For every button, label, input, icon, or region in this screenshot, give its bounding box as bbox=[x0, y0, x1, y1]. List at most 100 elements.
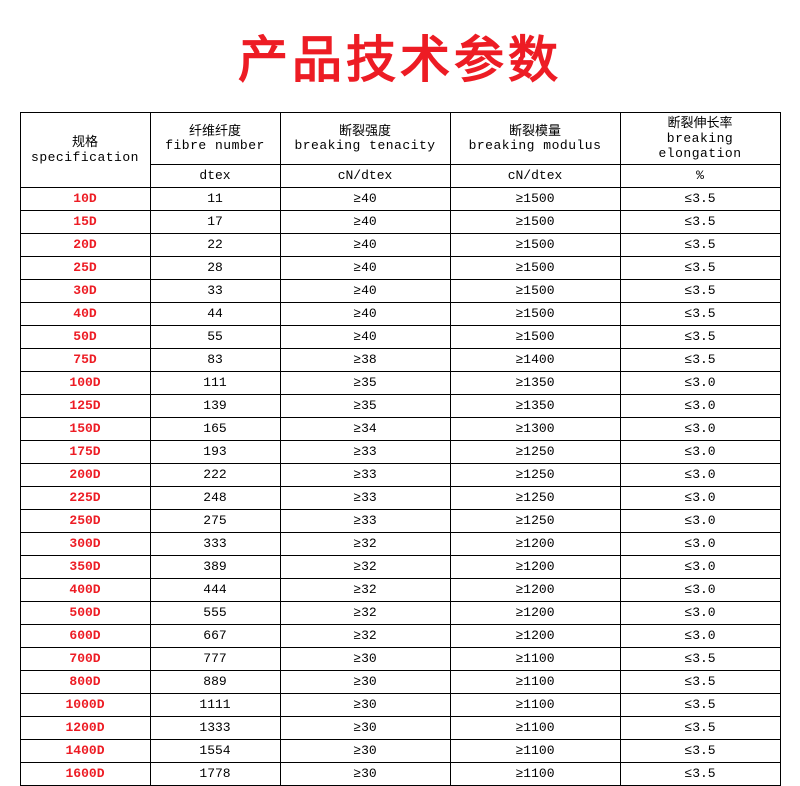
cell-spec: 1600D bbox=[20, 762, 150, 785]
cell-dtex: 139 bbox=[150, 394, 280, 417]
unit-cndtex2: cN/dtex bbox=[450, 164, 620, 187]
table-row: 300D333≥32≥1200≤3.0 bbox=[20, 532, 780, 555]
cell-modulus: ≥1500 bbox=[450, 233, 620, 256]
cell-elong: ≤3.0 bbox=[620, 624, 780, 647]
col5-cn: 断裂伸长率 bbox=[625, 115, 776, 131]
cell-spec: 150D bbox=[20, 417, 150, 440]
cell-elong: ≤3.0 bbox=[620, 601, 780, 624]
cell-tenacity: ≥30 bbox=[280, 739, 450, 762]
cell-modulus: ≥1500 bbox=[450, 279, 620, 302]
cell-dtex: 1333 bbox=[150, 716, 280, 739]
cell-elong: ≤3.5 bbox=[620, 693, 780, 716]
cell-spec: 1000D bbox=[20, 693, 150, 716]
col4-en: breaking modulus bbox=[455, 138, 616, 154]
cell-elong: ≤3.0 bbox=[620, 463, 780, 486]
cell-modulus: ≥1250 bbox=[450, 509, 620, 532]
table-row: 800D889≥30≥1100≤3.5 bbox=[20, 670, 780, 693]
cell-dtex: 22 bbox=[150, 233, 280, 256]
cell-modulus: ≥1200 bbox=[450, 578, 620, 601]
table-row: 15D17≥40≥1500≤3.5 bbox=[20, 210, 780, 233]
cell-tenacity: ≥40 bbox=[280, 302, 450, 325]
cell-modulus: ≥1300 bbox=[450, 417, 620, 440]
table-row: 600D667≥32≥1200≤3.0 bbox=[20, 624, 780, 647]
col-header-elong: 断裂伸长率 breaking elongation bbox=[620, 113, 780, 165]
col-header-spec: 规格 specification bbox=[20, 113, 150, 188]
cell-tenacity: ≥30 bbox=[280, 716, 450, 739]
cell-spec: 175D bbox=[20, 440, 150, 463]
cell-dtex: 389 bbox=[150, 555, 280, 578]
table-row: 10D11≥40≥1500≤3.5 bbox=[20, 187, 780, 210]
cell-spec: 10D bbox=[20, 187, 150, 210]
table-row: 75D83≥38≥1400≤3.5 bbox=[20, 348, 780, 371]
cell-spec: 40D bbox=[20, 302, 150, 325]
cell-dtex: 1778 bbox=[150, 762, 280, 785]
table-head: 规格 specification 纤维纤度 fibre number 断裂强度 … bbox=[20, 113, 780, 188]
cell-spec: 400D bbox=[20, 578, 150, 601]
table-body: 10D11≥40≥1500≤3.515D17≥40≥1500≤3.520D22≥… bbox=[20, 187, 780, 785]
table-row: 100D111≥35≥1350≤3.0 bbox=[20, 371, 780, 394]
cell-tenacity: ≥33 bbox=[280, 463, 450, 486]
cell-elong: ≤3.0 bbox=[620, 371, 780, 394]
table-row: 150D165≥34≥1300≤3.0 bbox=[20, 417, 780, 440]
cell-modulus: ≥1200 bbox=[450, 601, 620, 624]
cell-tenacity: ≥40 bbox=[280, 325, 450, 348]
cell-tenacity: ≥32 bbox=[280, 555, 450, 578]
cell-spec: 1200D bbox=[20, 716, 150, 739]
cell-dtex: 11 bbox=[150, 187, 280, 210]
cell-elong: ≤3.5 bbox=[620, 279, 780, 302]
cell-dtex: 111 bbox=[150, 371, 280, 394]
cell-elong: ≤3.5 bbox=[620, 762, 780, 785]
table-row: 1400D1554≥30≥1100≤3.5 bbox=[20, 739, 780, 762]
cell-modulus: ≥1200 bbox=[450, 624, 620, 647]
cell-elong: ≤3.0 bbox=[620, 394, 780, 417]
table-row: 1600D1778≥30≥1100≤3.5 bbox=[20, 762, 780, 785]
cell-modulus: ≥1100 bbox=[450, 762, 620, 785]
cell-spec: 1400D bbox=[20, 739, 150, 762]
cell-tenacity: ≥40 bbox=[280, 279, 450, 302]
cell-elong: ≤3.0 bbox=[620, 555, 780, 578]
cell-dtex: 444 bbox=[150, 578, 280, 601]
cell-dtex: 222 bbox=[150, 463, 280, 486]
cell-spec: 700D bbox=[20, 647, 150, 670]
cell-spec: 800D bbox=[20, 670, 150, 693]
cell-tenacity: ≥30 bbox=[280, 762, 450, 785]
cell-spec: 50D bbox=[20, 325, 150, 348]
cell-dtex: 33 bbox=[150, 279, 280, 302]
col-header-tenacity: 断裂强度 breaking tenacity bbox=[280, 113, 450, 165]
unit-cndtex1: cN/dtex bbox=[280, 164, 450, 187]
table-row: 1200D1333≥30≥1100≤3.5 bbox=[20, 716, 780, 739]
cell-modulus: ≥1200 bbox=[450, 555, 620, 578]
cell-spec: 600D bbox=[20, 624, 150, 647]
cell-modulus: ≥1500 bbox=[450, 210, 620, 233]
cell-modulus: ≥1400 bbox=[450, 348, 620, 371]
cell-dtex: 777 bbox=[150, 647, 280, 670]
cell-modulus: ≥1350 bbox=[450, 371, 620, 394]
cell-dtex: 165 bbox=[150, 417, 280, 440]
cell-dtex: 248 bbox=[150, 486, 280, 509]
cell-spec: 100D bbox=[20, 371, 150, 394]
cell-tenacity: ≥33 bbox=[280, 440, 450, 463]
table-row: 175D193≥33≥1250≤3.0 bbox=[20, 440, 780, 463]
cell-tenacity: ≥33 bbox=[280, 509, 450, 532]
cell-dtex: 193 bbox=[150, 440, 280, 463]
table-row: 40D44≥40≥1500≤3.5 bbox=[20, 302, 780, 325]
cell-tenacity: ≥34 bbox=[280, 417, 450, 440]
cell-elong: ≤3.0 bbox=[620, 509, 780, 532]
cell-tenacity: ≥32 bbox=[280, 532, 450, 555]
cell-spec: 200D bbox=[20, 463, 150, 486]
cell-modulus: ≥1250 bbox=[450, 440, 620, 463]
cell-elong: ≤3.0 bbox=[620, 417, 780, 440]
cell-dtex: 44 bbox=[150, 302, 280, 325]
cell-dtex: 1554 bbox=[150, 739, 280, 762]
table-row: 1000D1111≥30≥1100≤3.5 bbox=[20, 693, 780, 716]
cell-dtex: 333 bbox=[150, 532, 280, 555]
table-row: 500D555≥32≥1200≤3.0 bbox=[20, 601, 780, 624]
cell-tenacity: ≥35 bbox=[280, 371, 450, 394]
cell-tenacity: ≥40 bbox=[280, 256, 450, 279]
table-row: 200D222≥33≥1250≤3.0 bbox=[20, 463, 780, 486]
cell-spec: 75D bbox=[20, 348, 150, 371]
cell-modulus: ≥1100 bbox=[450, 716, 620, 739]
cell-elong: ≤3.0 bbox=[620, 578, 780, 601]
table-row: 250D275≥33≥1250≤3.0 bbox=[20, 509, 780, 532]
cell-spec: 15D bbox=[20, 210, 150, 233]
